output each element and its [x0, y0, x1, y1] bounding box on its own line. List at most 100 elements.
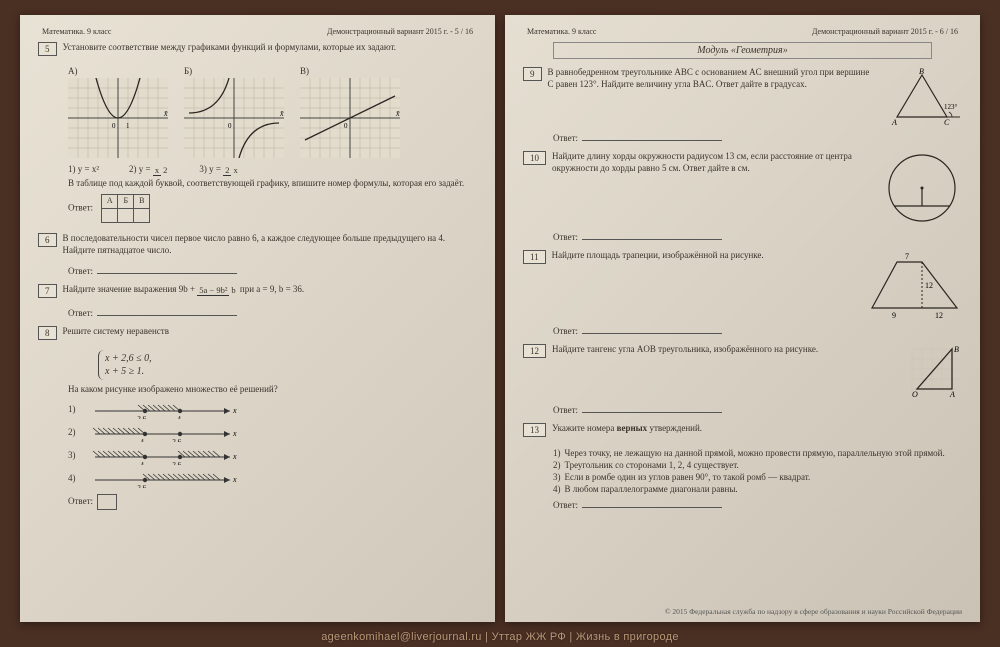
q8-answer: Ответ: [68, 494, 477, 510]
numline-4: 4) -2,6x [68, 468, 477, 488]
q8-ineq2: x + 5 ≥ 1. [105, 365, 152, 378]
page-header-left: Математика. 9 класс Демонстрационный вар… [38, 27, 477, 36]
graph-v-svg: 0 x̄ [300, 78, 400, 158]
numline-1: 1) -2,6-4x [68, 399, 477, 419]
q12-text: Найдите тангенс угла AOB треугольника, и… [552, 344, 899, 356]
question-9: 9 В равнобедренном треугольнике ABC с ос… [523, 67, 962, 129]
header-variant-r: Демонстрационный вариант 2015 г. - 6 / 1… [812, 27, 958, 36]
svg-text:A: A [891, 118, 897, 127]
qnum-8: 8 [38, 326, 57, 340]
graph-b-label: Б) [184, 66, 284, 76]
q10-figure [882, 151, 962, 228]
q6-text: В последовательности чисел первое число … [63, 233, 478, 256]
svg-text:0: 0 [112, 122, 116, 130]
module-title: Модуль «Геометрия» [553, 42, 932, 59]
graph-a-label: А) [68, 66, 168, 76]
graph-b: Б) 0 x̄ [184, 66, 284, 158]
svg-text:B: B [954, 345, 959, 354]
stmt-4: В любом параллелограмме диагонали равны. [565, 483, 738, 495]
svg-text:x: x [232, 475, 237, 484]
svg-text:A: A [949, 390, 955, 399]
numline-2: 2) -4-2,6x [68, 422, 477, 442]
svg-text:7: 7 [905, 252, 909, 261]
q5-graphs: А) 0 1 x̄ Б) [68, 66, 477, 158]
q6-answer: Ответ: [68, 266, 477, 276]
q5-answer-table: АБВ [101, 194, 150, 223]
svg-text:12: 12 [925, 281, 933, 290]
svg-text:-2,6: -2,6 [170, 438, 182, 442]
q8-numberlines: 1) -2,6-4x 2) -4-2,6x 3) [68, 399, 477, 488]
header-variant: Демонстрационный вариант 2015 г. - 5 / 1… [327, 27, 473, 36]
q8-prompt: На каком рисунке изображено множество её… [68, 384, 477, 396]
svg-text:-2,6: -2,6 [170, 461, 182, 465]
q11-figure: 7 12 9 12 [867, 250, 962, 322]
graph-v-label: В) [300, 66, 400, 76]
header-subject-r: Математика. 9 класс [527, 27, 596, 36]
q12-figure: O A B [907, 344, 962, 401]
header-subject: Математика. 9 класс [42, 27, 111, 36]
svg-text:-4: -4 [175, 415, 181, 419]
svg-text:0: 0 [228, 122, 232, 130]
paper-container: Математика. 9 класс Демонстрационный вар… [0, 0, 1000, 647]
formula-2: 2) y = x2 [129, 164, 169, 174]
q12-answer: Ответ: [553, 405, 962, 415]
stmt-2: Треугольник со сторонами 1, 2, 4 существ… [565, 459, 739, 471]
stmt-1: Через точку, не лежащую на данной прямой… [565, 447, 945, 459]
page-left: Математика. 9 класс Демонстрационный вар… [20, 15, 495, 622]
svg-text:x̄: x̄ [279, 109, 284, 118]
question-7: 7 Найдите значение выражения 9b + 5a − 9… [38, 284, 477, 298]
qnum-11: 11 [523, 250, 546, 264]
q7-text: Найдите значение выражения 9b + 5a − 9b²… [63, 284, 478, 296]
page-header-right: Математика. 9 класс Демонстрационный вар… [523, 27, 962, 36]
formula-1: 1) y = x² [68, 164, 99, 174]
q5-text: Установите соответствие между графиками … [63, 42, 478, 54]
qnum-7: 7 [38, 284, 57, 298]
graph-a: А) 01 x̄ [68, 66, 168, 158]
q11-answer: Ответ: [553, 326, 962, 336]
qnum-10: 10 [523, 151, 546, 165]
q7-answer: Ответ: [68, 308, 477, 318]
q5-answer-label: Ответ: [68, 202, 93, 212]
svg-text:x̄: x̄ [395, 109, 400, 118]
q8-text: Решите систему неравенств [63, 326, 478, 338]
svg-text:C: C [944, 118, 950, 127]
watermark: ageenkomihael@liverjournal.ru | Уттар ЖЖ… [0, 631, 1000, 643]
svg-text:x: x [232, 406, 237, 415]
q5-table-text: В таблице под каждой буквой, соответству… [68, 178, 477, 190]
formula-3: 3) y = 2x [199, 164, 239, 174]
qnum-13: 13 [523, 423, 546, 437]
q13-answer: Ответ: [553, 500, 962, 510]
svg-text:-4: -4 [138, 461, 144, 465]
q9-text: В равнобедренном треугольнике ABC с осно… [548, 67, 875, 90]
q8-ineq1: x + 2,6 ≤ 0, [105, 352, 152, 365]
q13-text: Укажите номера верных утверждений. [552, 423, 962, 435]
question-8: 8 Решите систему неравенств [38, 326, 477, 340]
q9-figure: B A C 123° [882, 67, 962, 129]
copyright-footer: © 2015 Федеральная служба по надзору в с… [523, 607, 962, 616]
svg-text:1: 1 [126, 122, 130, 130]
numline-3: 3) -4-2,6x [68, 445, 477, 465]
q5-answer-row: Ответ: АБВ [68, 194, 477, 223]
q10-text: Найдите длину хорды окружности радиусом … [552, 151, 874, 174]
graph-b-svg: 0 x̄ [184, 78, 284, 158]
q10-answer: Ответ: [553, 232, 962, 242]
svg-text:x: x [232, 429, 237, 438]
svg-text:-2,6: -2,6 [135, 484, 147, 488]
qnum-9: 9 [523, 67, 542, 81]
question-10: 10 Найдите длину хорды окружности радиус… [523, 151, 962, 228]
svg-text:123°: 123° [944, 103, 958, 111]
svg-text:12: 12 [935, 311, 943, 320]
svg-text:-2,6: -2,6 [135, 415, 147, 419]
question-6: 6 В последовательности чисел первое числ… [38, 233, 477, 256]
q9-answer: Ответ: [553, 133, 962, 143]
svg-text:x: x [232, 452, 237, 461]
qnum-12: 12 [523, 344, 546, 358]
question-13: 13 Укажите номера верных утверждений. [523, 423, 962, 437]
qnum-6: 6 [38, 233, 57, 247]
svg-text:B: B [919, 67, 924, 76]
svg-text:-4: -4 [138, 438, 144, 442]
question-12: 12 Найдите тангенс угла AOB треугольника… [523, 344, 962, 401]
graph-v: В) 0 x̄ [300, 66, 400, 158]
q8-system: x + 2,6 ≤ 0, x + 5 ≥ 1. [38, 350, 477, 380]
stmt-3: Если в ромбе один из углов равен 90°, то… [565, 471, 811, 483]
